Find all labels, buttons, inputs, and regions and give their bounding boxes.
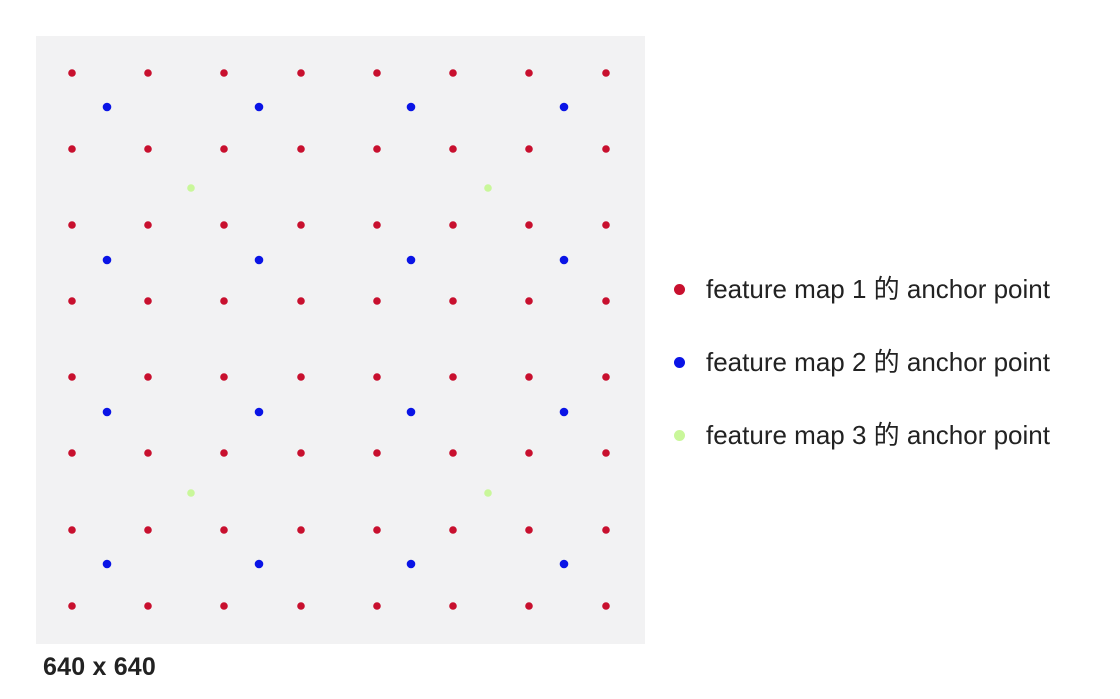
feature-map-1-anchor-point [373,526,381,534]
feature-map-1-anchor-point [220,221,228,229]
feature-map-2-anchor-point [406,559,416,569]
feature-map-1-anchor-point [297,221,305,229]
image-size-caption: 640 x 640 [43,653,157,681]
feature-map-1-anchor-point [220,297,228,305]
feature-map-1-anchor-point [602,526,610,534]
feature-map-1-anchor-point [602,449,610,457]
feature-map-2-anchor-point [559,255,569,265]
feature-map-1-anchor-point [373,69,381,77]
feature-map-1-anchor-point [220,526,228,534]
feature-map-1-anchor-point [144,602,152,610]
feature-map-1-anchor-point [297,145,305,153]
feature-map-1-anchor-point [144,221,152,229]
feature-map-1-anchor-point [68,602,76,610]
feature-map-1-anchor-point [525,602,533,610]
feature-map-2-anchor-point [406,255,416,265]
feature-map-1-anchor-point [68,449,76,457]
feature-map-2-anchor-point [102,255,112,265]
feature-map-1-anchor-point [220,145,228,153]
feature-map-1-anchor-point [68,297,76,305]
feature-map-1-anchor-point [68,373,76,381]
feature-map-1-anchor-point [525,145,533,153]
feature-map-1-anchor-point [68,221,76,229]
anchor-points-canvas [68,69,610,610]
feature-map-2-anchor-point [102,407,112,417]
image-grid-panel [36,36,645,644]
feature-map-1-anchor-point [602,297,610,305]
feature-map-1-anchor-point [525,221,533,229]
feature-map-1-anchor-point [297,602,305,610]
feature-map-2-anchor-point [559,102,569,112]
feature-map-1-anchor-point [449,221,457,229]
legend-label: feature map 2 的 anchor point [706,347,1050,377]
feature-map-1-anchor-point [68,526,76,534]
feature-map-3-anchor-point [484,489,492,497]
feature-map-2-anchor-point [406,102,416,112]
feature-map-1-anchor-point [297,449,305,457]
feature-map-1-anchor-point [373,297,381,305]
feature-map-2-anchor-point [406,407,416,417]
legend: feature map 1 的 anchor point feature map… [670,270,1110,489]
feature-map-1-anchor-point [144,526,152,534]
legend-item-feature-map-2: feature map 2 的 anchor point [670,343,1110,416]
feature-map-1-anchor-point [68,145,76,153]
feature-map-2-anchor-point [254,255,264,265]
legend-dot-icon [674,357,685,368]
feature-map-3-anchor-point [187,489,195,497]
feature-map-1-anchor-point [144,449,152,457]
feature-map-1-anchor-point [602,145,610,153]
feature-map-1-anchor-point [602,69,610,77]
feature-map-1-anchor-point [220,602,228,610]
feature-map-1-anchor-point [449,297,457,305]
feature-map-1-anchor-point [373,145,381,153]
feature-map-1-anchor-point [144,145,152,153]
feature-map-1-anchor-point [449,69,457,77]
legend-item-feature-map-1: feature map 1 的 anchor point [670,270,1110,343]
feature-map-1-anchor-point [449,373,457,381]
feature-map-1-anchor-point [297,297,305,305]
feature-map-2-anchor-point [254,407,264,417]
feature-map-1-anchor-point [525,373,533,381]
feature-map-1-anchor-point [144,69,152,77]
feature-map-1-anchor-point [297,69,305,77]
feature-map-1-anchor-point [449,145,457,153]
feature-map-1-anchor-point [602,373,610,381]
feature-map-1-anchor-point [220,449,228,457]
feature-map-1-anchor-point [68,69,76,77]
feature-map-2-anchor-point [254,102,264,112]
feature-map-2-anchor-point [559,407,569,417]
feature-map-1-anchor-point [525,526,533,534]
feature-map-1-anchor-point [602,602,610,610]
legend-dot-icon [674,430,685,441]
feature-map-1-anchor-point [373,221,381,229]
feature-map-1-anchor-point [144,297,152,305]
feature-map-1-anchor-point [525,69,533,77]
feature-map-1-anchor-point [373,449,381,457]
legend-item-feature-map-3: feature map 3 的 anchor point [670,416,1110,489]
feature-map-2-anchor-point [559,559,569,569]
feature-map-1-anchor-point [220,69,228,77]
feature-map-1-anchor-point [297,526,305,534]
feature-map-1-anchor-point [144,373,152,381]
feature-map-1-anchor-point [220,373,228,381]
feature-map-1-anchor-point [449,602,457,610]
feature-map-1-anchor-point [449,449,457,457]
feature-map-3-anchor-point [187,184,195,192]
feature-map-1-anchor-point [449,526,457,534]
legend-label: feature map 1 的 anchor point [706,274,1050,304]
feature-map-1-anchor-point [602,221,610,229]
feature-map-1-anchor-point [525,297,533,305]
feature-map-2-anchor-point [254,559,264,569]
feature-map-2-anchor-point [102,559,112,569]
feature-map-3-anchor-point [484,184,492,192]
feature-map-2-anchor-point [102,102,112,112]
feature-map-1-anchor-point [373,602,381,610]
legend-label: feature map 3 的 anchor point [706,420,1050,450]
feature-map-1-anchor-point [373,373,381,381]
feature-map-1-anchor-point [297,373,305,381]
feature-map-1-anchor-point [525,449,533,457]
legend-dot-icon [674,284,685,295]
